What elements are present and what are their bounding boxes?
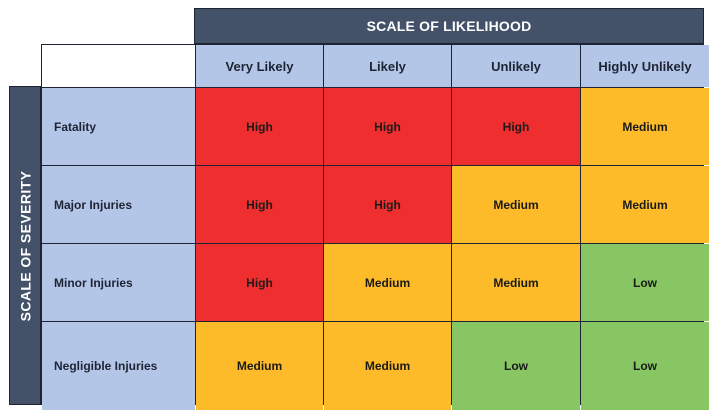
row-header-major-injuries: Major Injuries bbox=[42, 166, 195, 243]
column-header-very-likely: Very Likely bbox=[196, 45, 323, 87]
risk-matrix: Very Likely Likely Unlikely Highly Unlik… bbox=[41, 44, 709, 410]
row-header-minor-injuries: Minor Injuries bbox=[42, 244, 195, 321]
severity-title: SCALE OF SEVERITY bbox=[17, 170, 33, 321]
risk-cell: Medium bbox=[324, 322, 451, 410]
column-header-unlikely: Unlikely bbox=[452, 45, 580, 87]
likelihood-title: SCALE OF LIKELIHOOD bbox=[366, 18, 532, 34]
risk-cell: Medium bbox=[452, 166, 580, 243]
risk-cell: High bbox=[452, 88, 580, 165]
risk-cell: High bbox=[324, 88, 451, 165]
risk-cell: Low bbox=[452, 322, 580, 410]
risk-cell: Medium bbox=[452, 244, 580, 321]
row-header-negligible-injuries: Negligible Injuries bbox=[42, 322, 195, 410]
likelihood-header: SCALE OF LIKELIHOOD bbox=[194, 8, 704, 44]
risk-cell: Medium bbox=[581, 166, 709, 243]
risk-cell: Medium bbox=[324, 244, 451, 321]
risk-cell: High bbox=[196, 88, 323, 165]
risk-cell: High bbox=[196, 244, 323, 321]
column-header-highly-unlikely: Highly Unlikely bbox=[581, 45, 709, 87]
risk-cell: High bbox=[324, 166, 451, 243]
risk-cell: High bbox=[196, 166, 323, 243]
column-header-likely: Likely bbox=[324, 45, 451, 87]
row-header-fatality: Fatality bbox=[42, 88, 195, 165]
risk-cell: Medium bbox=[581, 88, 709, 165]
risk-cell: Low bbox=[581, 244, 709, 321]
risk-cell: Medium bbox=[196, 322, 323, 410]
matrix-corner bbox=[42, 45, 195, 87]
risk-cell: Low bbox=[581, 322, 709, 410]
severity-header: SCALE OF SEVERITY bbox=[9, 86, 41, 405]
